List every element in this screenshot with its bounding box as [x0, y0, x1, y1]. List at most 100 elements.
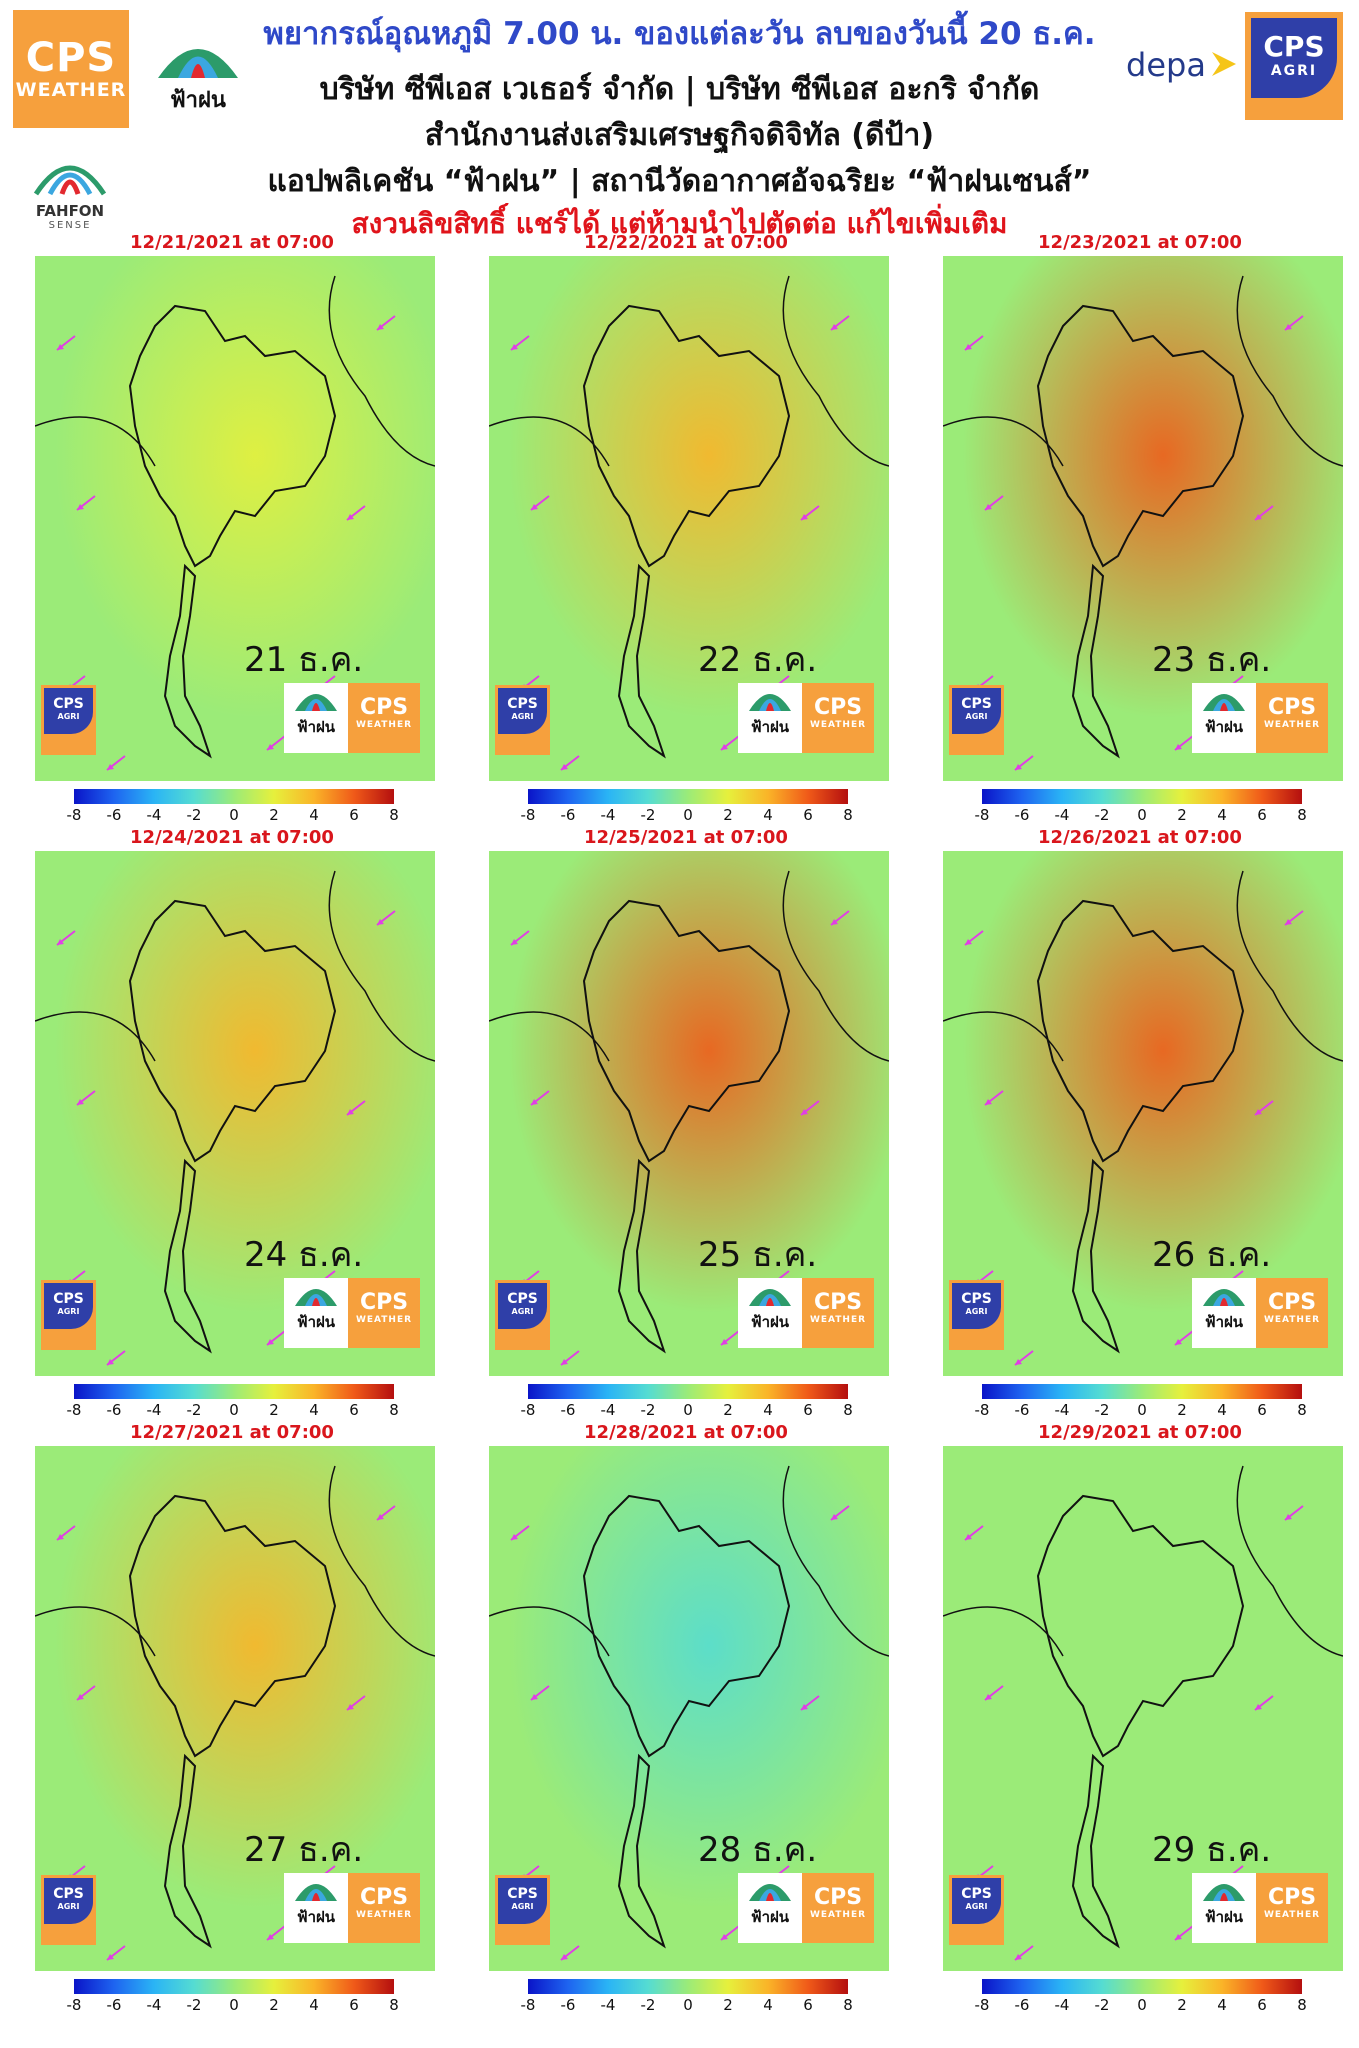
- mini-fahfon-logo: ฟ้าฝน: [738, 1278, 802, 1348]
- colorbar-tick-label: 6: [1257, 806, 1267, 824]
- colorbar-tick-label: -4: [146, 806, 162, 824]
- umbrella-icon: [295, 694, 337, 711]
- forecast-panel: 12/26/2021 at 07:00 26 ธ.ค. CPS: [930, 827, 1350, 1419]
- colorbar-tick-label: 0: [683, 806, 693, 824]
- wind-arrow-icon: [530, 1685, 550, 1701]
- colorbar-ticks: -8 -6 -4 -2 0 2 4 6 8: [519, 806, 859, 826]
- mini-cps-weather-big: CPS: [359, 1885, 409, 1910]
- mini-cps-agri-inner: CPS AGRI: [952, 1283, 1001, 1329]
- mini-fahfon-logo: ฟ้าฝน: [284, 683, 348, 753]
- umbrella-icon: [295, 1884, 337, 1901]
- temperature-anomaly-map: [943, 851, 1343, 1376]
- wind-arrow-icon: [830, 910, 850, 926]
- colorbar-ticks: -8 -6 -4 -2 0 2 4 6 8: [973, 806, 1313, 826]
- mini-fahfon-logo: ฟ้าฝน: [738, 683, 802, 753]
- wind-arrow-icon: [1174, 1330, 1194, 1346]
- colorbar-tick-label: -8: [520, 806, 536, 824]
- colorbar-tick-label: 2: [723, 1996, 733, 2014]
- mini-fahfon-label: ฟ้าฝน: [296, 718, 336, 736]
- mini-cps-weather-logo: CPS WEATHER: [348, 683, 420, 753]
- colorbar: [528, 789, 848, 804]
- country-outline: [1036, 1494, 1245, 1949]
- colorbar-tick-label: 4: [309, 806, 319, 824]
- colorbar: [528, 1384, 848, 1399]
- mini-cps-agri-big: CPS: [507, 1886, 538, 1902]
- colorbar-tick-label: -8: [974, 1996, 990, 2014]
- mini-cps-weather-small: WEATHER: [809, 1910, 867, 1920]
- wind-arrow-icon: [106, 1350, 126, 1366]
- colorbar-tick-label: 2: [723, 806, 733, 824]
- mini-fahfon-label: ฟ้าฝน: [1204, 1313, 1244, 1331]
- mini-cps-agri-logo: CPS AGRI: [949, 1875, 1004, 1945]
- day-label: 25 ธ.ค.: [698, 1235, 818, 1275]
- mini-cps-agri-logo: CPS AGRI: [949, 1280, 1004, 1350]
- wind-arrow-icon: [266, 735, 286, 751]
- mini-cps-weather-big: CPS: [1267, 695, 1317, 720]
- wind-arrow-icon: [530, 1090, 550, 1106]
- wind-arrow-icon: [346, 505, 366, 521]
- app-line: แอปพลิเคชัน “ฟ้าฝน” | สถานีวัดอากาศอัจฉร…: [267, 164, 1092, 199]
- wind-arrow-icon: [346, 1695, 366, 1711]
- wind-arrow-icon: [76, 1090, 96, 1106]
- colorbar-tick-label: 8: [1297, 806, 1307, 824]
- panel-date-title: 12/28/2021 at 07:00: [584, 1422, 788, 1443]
- day-label: 23 ธ.ค.: [1152, 640, 1272, 680]
- wind-arrow-icon: [720, 735, 740, 751]
- wind-arrow-icon: [106, 1945, 126, 1961]
- wind-arrow-icon: [376, 1505, 396, 1521]
- agency-line: สำนักงานส่งเสริมเศรษฐกิจดิจิทัล (ดีป้า): [424, 118, 935, 153]
- colorbar-tick-label: -6: [1014, 806, 1030, 824]
- depa-logo: depa: [1126, 46, 1238, 92]
- colorbar-tick-label: 4: [309, 1996, 319, 2014]
- colorbar-tick-label: -2: [186, 1401, 202, 1419]
- border-line: [943, 416, 1064, 467]
- mini-cps-agri-inner: CPS AGRI: [44, 1283, 93, 1329]
- wind-arrow-icon: [1174, 1925, 1194, 1941]
- colorbar-tick-label: 2: [1177, 1996, 1187, 2014]
- wind-arrow-icon: [510, 930, 530, 946]
- border-line: [35, 1606, 156, 1657]
- mini-cps-weather-small: WEATHER: [1263, 1315, 1321, 1325]
- panel-date-title: 12/27/2021 at 07:00: [130, 1422, 334, 1443]
- colorbar-tick-label: 0: [1137, 1996, 1147, 2014]
- border-line: [328, 275, 435, 467]
- page-headline: พยากรณ์อุณหภูมิ 7.00 น. ของแต่ละวัน ลบขอ…: [263, 16, 1096, 52]
- wind-arrow-icon: [800, 1100, 820, 1116]
- mini-fahfon-label: ฟ้าฝน: [296, 1908, 336, 1926]
- colorbar-tick-label: -6: [560, 806, 576, 824]
- colorbar-tick-label: 0: [1137, 1401, 1147, 1419]
- colorbar-tick-label: 6: [1257, 1401, 1267, 1419]
- mini-cps-agri-inner: CPS AGRI: [952, 1878, 1001, 1924]
- colorbar-tick-label: 8: [389, 806, 399, 824]
- wind-arrow-icon: [376, 910, 396, 926]
- wind-arrow-icon: [510, 335, 530, 351]
- colorbar: [74, 789, 394, 804]
- wind-arrow-icon: [1284, 910, 1304, 926]
- mini-cps-agri-big: CPS: [961, 1886, 992, 1902]
- border-line: [943, 1606, 1064, 1657]
- wind-arrow-icon: [984, 1090, 1004, 1106]
- wind-arrow-icon: [76, 495, 96, 511]
- fahfon-sense-sublabel: SENSE: [48, 220, 92, 231]
- colorbar-tick-label: -6: [106, 1401, 122, 1419]
- colorbar-tick-label: 6: [349, 1401, 359, 1419]
- colorbar-tick-label: 4: [763, 1401, 773, 1419]
- wind-arrow-icon: [510, 1525, 530, 1541]
- cps-weather-logo: CPS WEATHER: [13, 10, 129, 128]
- forecast-panel: 12/25/2021 at 07:00 25 ธ.ค. CPS: [476, 827, 896, 1419]
- colorbar: [528, 1979, 848, 1994]
- mini-cps-agri-inner: CPS AGRI: [498, 1878, 547, 1924]
- colorbar-tick-label: -6: [560, 1996, 576, 2014]
- mini-cps-agri-small: AGRI: [57, 712, 80, 721]
- colorbar-tick-label: -2: [1094, 1996, 1110, 2014]
- wind-arrow-icon: [560, 1350, 580, 1366]
- day-label: 21 ธ.ค.: [244, 640, 364, 680]
- colorbar-tick-label: 4: [1217, 1401, 1227, 1419]
- colorbar-tick-label: 8: [1297, 1996, 1307, 2014]
- wind-arrow-icon: [1254, 1695, 1274, 1711]
- colorbar-tick-label: 4: [309, 1401, 319, 1419]
- mini-cps-agri-small: AGRI: [511, 712, 534, 721]
- border-line: [1236, 275, 1343, 467]
- colorbar-tick-label: -2: [640, 806, 656, 824]
- country-outline: [582, 1494, 791, 1949]
